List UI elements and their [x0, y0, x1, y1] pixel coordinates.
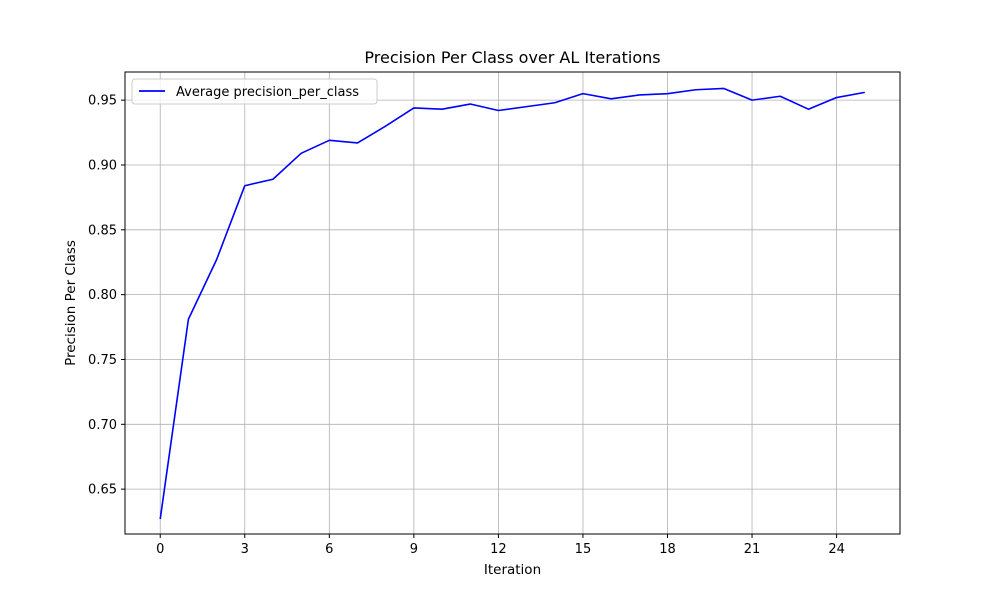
- legend-box: [131, 78, 378, 105]
- x-axis: 0 3 6 9 12 15 18 21 24: [156, 534, 845, 557]
- x-tick-label: 3: [241, 542, 249, 557]
- x-tick-label: 6: [325, 542, 333, 557]
- x-tick-label: 18: [659, 542, 676, 557]
- x-tick-label: 9: [410, 542, 418, 557]
- plot-frame: [124, 71, 901, 535]
- x-tick-label: 0: [156, 542, 164, 557]
- x-tick-label: 15: [575, 542, 592, 557]
- y-tick-label: 0.80: [88, 288, 117, 303]
- y-tick-label: 0.90: [88, 158, 117, 173]
- x-tick-label: 24: [828, 542, 845, 557]
- y-axis-label: Precision Per Class: [63, 240, 79, 366]
- grid-lines: [125, 72, 900, 534]
- legend: Average precision_per_class: [131, 78, 378, 105]
- y-tick-label: 0.75: [88, 353, 117, 368]
- y-tick-label: 0.65: [88, 483, 117, 498]
- y-tick-label: 0.95: [88, 94, 117, 109]
- x-tick-label: 12: [490, 542, 507, 557]
- series-group: [159, 87, 865, 520]
- legend-entry-label: Average precision_per_class: [176, 85, 359, 100]
- x-axis-label: Iteration: [484, 562, 541, 578]
- y-tick-label: 0.70: [88, 418, 117, 433]
- y-tick-label: 0.85: [88, 223, 117, 238]
- chart-title: Precision Per Class over AL Iterations: [364, 48, 660, 67]
- x-tick-label: 21: [744, 542, 761, 557]
- y-axis: 0.65 0.70 0.75 0.80 0.85 0.90 0.95: [88, 94, 125, 498]
- series-line: [159, 87, 865, 520]
